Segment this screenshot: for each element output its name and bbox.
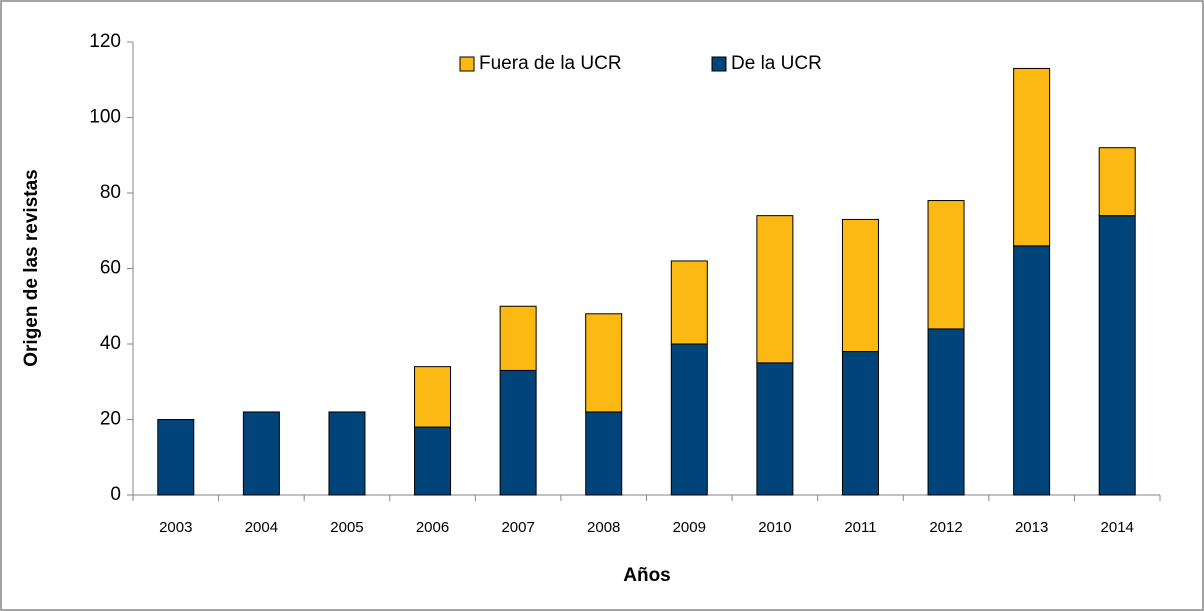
y-tick-label: 60 — [100, 258, 121, 279]
bar-segment — [670, 260, 708, 345]
bar-segment — [414, 426, 452, 496]
y-axis-title: Origen de las revistas — [21, 169, 42, 367]
x-tick-label: 2005 — [330, 519, 363, 536]
bar-segment — [1013, 67, 1051, 247]
y-tick-label: 100 — [89, 107, 121, 128]
bar-segment — [841, 351, 879, 496]
bar-segment — [756, 215, 794, 364]
x-axis-title: Años — [623, 565, 671, 586]
x-tick-label: 2003 — [159, 519, 192, 536]
bar-segment — [756, 362, 794, 496]
x-tick-label: 2011 — [844, 519, 876, 536]
bar-segment — [499, 305, 537, 371]
x-tick-label: 2009 — [673, 519, 706, 536]
bar-segment — [414, 366, 452, 428]
x-tick-label: 2008 — [587, 519, 620, 536]
legend-swatch — [711, 56, 727, 72]
x-tick-label: 2007 — [501, 519, 534, 536]
y-tick-label: 20 — [100, 409, 121, 430]
bar-segment — [927, 328, 965, 496]
legend-label: De la UCR — [731, 53, 822, 74]
x-tick-label: 2012 — [929, 519, 962, 536]
x-tick-label: 2004 — [245, 519, 278, 536]
y-tick-label: 120 — [89, 31, 121, 52]
bar-segment — [1013, 245, 1051, 496]
x-tick-label: 2013 — [1015, 519, 1048, 536]
legend-swatch — [459, 56, 475, 72]
bar-segment — [499, 369, 537, 496]
bar-segment — [585, 313, 623, 413]
bar-segment — [1098, 147, 1136, 217]
x-tick-label: 2014 — [1101, 519, 1134, 536]
bar-segment — [927, 200, 965, 330]
y-tick-label: 0 — [110, 484, 121, 505]
y-tick-label: 80 — [100, 182, 121, 203]
bar-segment — [328, 411, 366, 496]
x-tick-label: 2010 — [758, 519, 791, 536]
bar-segment — [585, 411, 623, 496]
bar-segment — [1098, 215, 1136, 496]
bar-segment — [670, 343, 708, 496]
legend-label: Fuera de la UCR — [479, 53, 622, 74]
bar-segment — [242, 411, 280, 496]
y-tick-label: 40 — [100, 333, 121, 354]
bar-segment — [841, 218, 879, 353]
x-tick-label: 2006 — [416, 519, 449, 536]
bar-segment — [157, 419, 195, 496]
